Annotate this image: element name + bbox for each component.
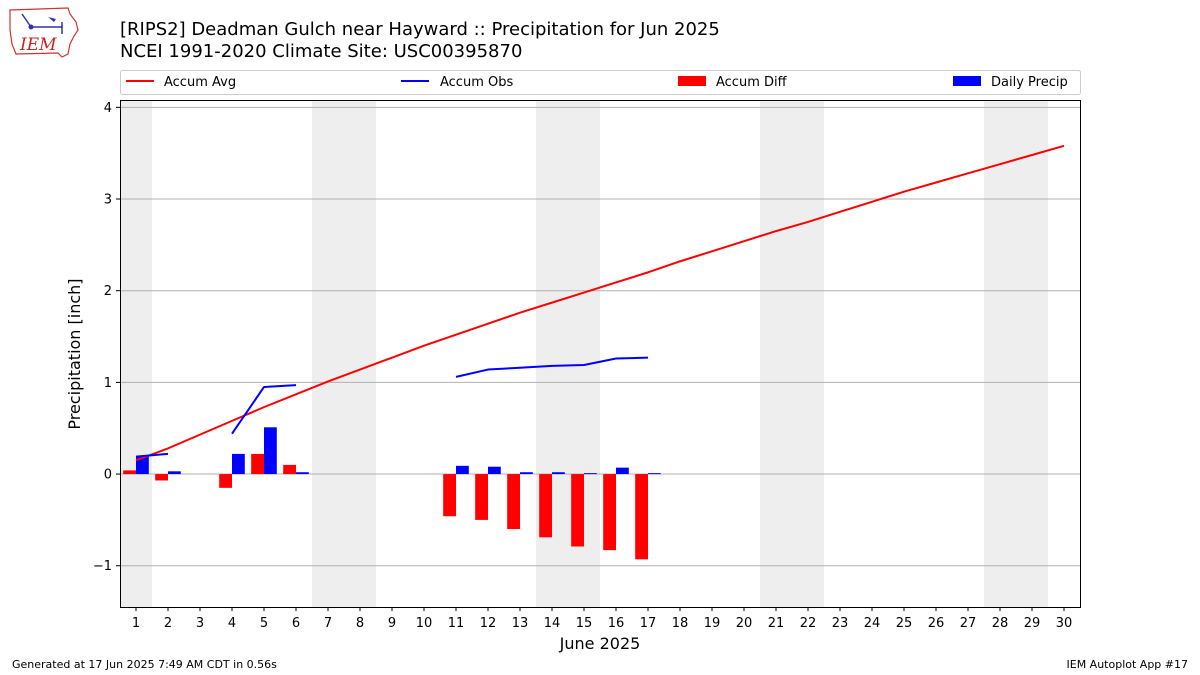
plot-frame bbox=[120, 100, 1081, 608]
x-axis-label: June 2025 bbox=[559, 634, 641, 653]
daily-precip-bar bbox=[616, 467, 629, 475]
x-tick-label: 20 bbox=[736, 616, 753, 631]
bar-series bbox=[123, 427, 661, 560]
x-tick-label: 17 bbox=[640, 616, 657, 631]
accum-diff-bar bbox=[507, 474, 520, 530]
y-tick-label: −1 bbox=[93, 559, 112, 574]
x-tick-label: 4 bbox=[228, 616, 236, 631]
legend-label-accum-diff: Accum Diff bbox=[716, 75, 788, 90]
x-tick-label: 14 bbox=[544, 616, 561, 631]
weekend-shade-band bbox=[760, 100, 824, 607]
legend: Accum Avg Accum Obs Accum Diff Daily Pre… bbox=[120, 70, 1081, 95]
accum-diff-bar bbox=[443, 474, 456, 517]
y-tick-label: 3 bbox=[104, 193, 112, 208]
x-tick-label: 29 bbox=[1024, 616, 1041, 631]
grid-lines bbox=[120, 106, 1080, 567]
daily-precip-bar bbox=[520, 472, 533, 475]
daily-precip-bar bbox=[488, 466, 501, 475]
x-tick-label: 27 bbox=[960, 616, 977, 631]
accum-obs-line bbox=[455, 356, 649, 378]
generated-timestamp: Generated at 17 Jun 2025 7:49 AM CDT in … bbox=[12, 658, 277, 671]
autoplot-app-label: IEM Autoplot App #17 bbox=[1066, 658, 1189, 671]
legend-label-accum-obs: Accum Obs bbox=[440, 75, 513, 90]
daily-precip-bar bbox=[168, 471, 181, 475]
x-tick-label: 24 bbox=[864, 616, 881, 631]
accum-obs-line bbox=[135, 452, 169, 458]
x-tick-label: 28 bbox=[992, 616, 1009, 631]
x-tick-label: 1 bbox=[132, 616, 140, 631]
daily-precip-bar bbox=[456, 465, 469, 475]
daily-precip-bar bbox=[264, 427, 277, 475]
legend-label-daily-precip: Daily Precip bbox=[991, 75, 1068, 90]
x-tick-label: 5 bbox=[260, 616, 268, 631]
accum-diff-bar bbox=[475, 474, 488, 520]
accum-diff-bar bbox=[571, 474, 584, 547]
y-tick-label: 4 bbox=[104, 101, 112, 116]
x-tick-label: 12 bbox=[480, 616, 497, 631]
x-tick-label: 9 bbox=[388, 616, 396, 631]
weekend-shade-band bbox=[984, 100, 1048, 607]
accum-diff-bar bbox=[123, 470, 136, 475]
iem-logo: IEM bbox=[9, 7, 79, 58]
accum-diff-bar bbox=[539, 474, 552, 538]
chart-subtitle: NCEI 1991-2020 Climate Site: USC00395870 bbox=[120, 41, 522, 62]
x-tick-label: 30 bbox=[1056, 616, 1073, 631]
iem-logo-text: IEM bbox=[19, 35, 57, 55]
weekend-shade-band bbox=[120, 100, 152, 607]
y-tick-label: 2 bbox=[104, 284, 112, 299]
accum-obs-line bbox=[231, 384, 297, 435]
x-tick-label: 6 bbox=[292, 616, 300, 631]
accum-avg-line bbox=[135, 144, 1065, 462]
daily-precip-bar bbox=[552, 472, 565, 475]
daily-precip-bar bbox=[232, 453, 245, 475]
legend-label-accum-avg: Accum Avg bbox=[164, 75, 236, 90]
x-tick-label: 18 bbox=[672, 616, 689, 631]
chart-title: [RIPS2] Deadman Gulch near Hayward :: Pr… bbox=[120, 19, 720, 40]
weekend-shading bbox=[120, 100, 1048, 607]
accum-diff-bar bbox=[155, 474, 168, 481]
y-axis-label: Precipitation [inch] bbox=[65, 278, 84, 429]
weekend-shade-band bbox=[312, 100, 376, 607]
daily-precip-bar bbox=[648, 473, 661, 475]
daily-precip-bar bbox=[584, 473, 597, 475]
y-tick-label: 1 bbox=[104, 376, 112, 391]
daily-precip-bar bbox=[136, 456, 149, 475]
x-tick-label: 15 bbox=[576, 616, 593, 631]
x-tick-label: 25 bbox=[896, 616, 913, 631]
x-tick-label: 8 bbox=[356, 616, 364, 631]
x-tick-label: 26 bbox=[928, 616, 945, 631]
x-tick-label: 22 bbox=[800, 616, 817, 631]
line-series bbox=[135, 144, 1065, 462]
legend-box bbox=[120, 70, 1081, 95]
x-axis-ticks: 1 2 3 4 5 6 7 8 9 10 11 12 13 14 15 16 17 18 19 20 21 22 23 24 2… bbox=[132, 607, 1072, 631]
x-tick-label: 21 bbox=[768, 616, 785, 631]
x-tick-label: 2 bbox=[164, 616, 172, 631]
accum-diff-bar bbox=[251, 453, 264, 475]
accum-diff-bar bbox=[283, 464, 296, 475]
accum-diff-bar bbox=[635, 474, 648, 560]
accum-diff-bar bbox=[603, 474, 616, 551]
x-tick-label: 10 bbox=[416, 616, 433, 631]
x-tick-label: 13 bbox=[512, 616, 529, 631]
y-tick-label: 0 bbox=[104, 468, 112, 483]
x-tick-label: 3 bbox=[196, 616, 204, 631]
x-tick-label: 11 bbox=[448, 616, 465, 631]
legend-swatch-daily-precip bbox=[953, 76, 981, 86]
x-tick-label: 16 bbox=[608, 616, 625, 631]
x-tick-label: 19 bbox=[704, 616, 721, 631]
legend-swatch-accum-diff bbox=[678, 76, 706, 86]
daily-precip-bar bbox=[296, 472, 309, 475]
x-tick-label: 23 bbox=[832, 616, 849, 631]
y-axis-ticks: −1 0 1 2 3 4 bbox=[93, 101, 120, 574]
accum-diff-bar bbox=[219, 474, 232, 488]
x-tick-label: 7 bbox=[324, 616, 332, 631]
